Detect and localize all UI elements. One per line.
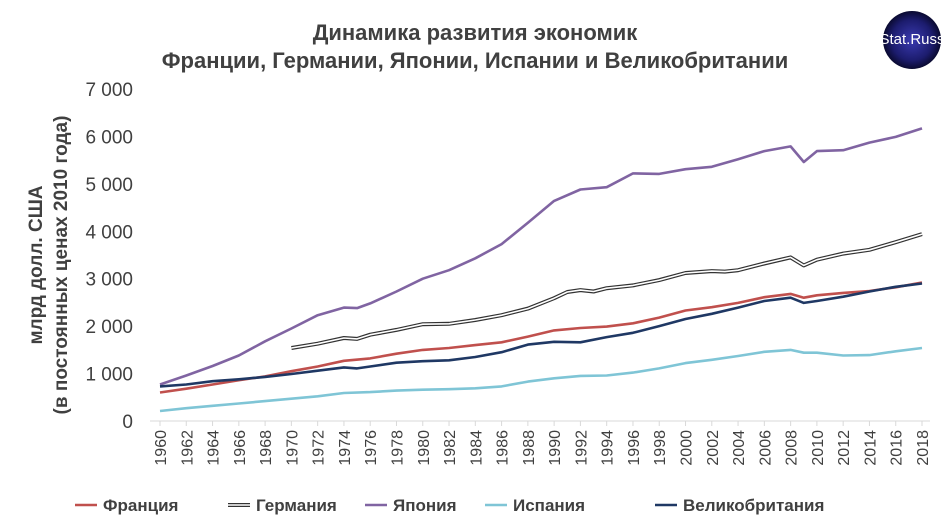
chart-title-line-2: Франции, Германии, Японии, Испании и Вел…	[162, 48, 789, 73]
y-axis-label-line-1: млрд долл. США	[26, 185, 47, 344]
legend-label: Германия	[256, 496, 337, 515]
x-tick-label: 1994	[600, 430, 617, 466]
y-tick-label: 2 000	[85, 317, 133, 338]
stat-russ-logo: Stat.Russ	[879, 11, 945, 69]
legend-label: Япония	[393, 496, 457, 515]
y-axis-ticks: 0 1 000 2 000 3 000 4 000 5 000 6 000 7 000	[85, 80, 133, 433]
y-tick-label: 0	[122, 412, 133, 433]
chart-title-line-1: Динамика развития экономик	[313, 20, 639, 45]
series-line-3	[159, 346, 923, 413]
x-tick-label: 1982	[442, 430, 459, 466]
y-tick-label: 6 000	[85, 127, 133, 148]
logo-globe-icon	[883, 11, 941, 69]
x-tick-label: 2018	[915, 430, 932, 466]
x-tick-label: 1972	[311, 430, 328, 466]
x-tick-label: 1978	[389, 430, 406, 466]
x-tick-label: 1992	[573, 430, 590, 466]
y-axis-label-line-2: (в постоянных ценах 2010 года)	[51, 116, 72, 415]
x-tick-label: 1986	[495, 430, 512, 466]
series-line-4	[159, 282, 923, 388]
y-tick-label: 4 000	[85, 222, 133, 243]
y-tick-label: 3 000	[85, 270, 133, 291]
x-tick-label: 1966	[232, 430, 249, 466]
y-tick-label: 1 000	[85, 365, 133, 386]
series-lines	[159, 127, 923, 413]
x-tick-label: 2002	[705, 430, 722, 466]
series-line-1-inner	[291, 233, 923, 349]
x-tick-label: 2014	[862, 430, 879, 466]
x-tick-label: 1988	[521, 430, 538, 466]
x-tick-label: 2006	[757, 430, 774, 466]
x-tick-label: 1984	[468, 430, 485, 466]
x-tick-label: 2000	[679, 430, 696, 466]
y-axis-label: млрд долл. США (в постоянных ценах 2010 …	[26, 116, 72, 415]
x-tick-label: 1964	[206, 430, 223, 466]
x-tick-label: 1980	[416, 430, 433, 466]
y-tick-label: 7 000	[85, 80, 133, 101]
legend-label: Испания	[513, 496, 585, 515]
x-tick-label: 2004	[731, 430, 748, 466]
x-axis-ticks: 1960 1962 1964 1966 1968 1970 1972 1974 1976 1978…	[153, 421, 932, 466]
x-tick-label: 1970	[284, 430, 301, 466]
x-tick-label: 1976	[363, 430, 380, 466]
legend: Франция Германия Япония Испания Великобритан…	[75, 496, 824, 515]
series-line-1-outer	[291, 232, 923, 350]
x-tick-label: 2008	[784, 430, 801, 466]
x-tick-label: 1998	[652, 430, 669, 466]
x-tick-label: 1968	[258, 430, 275, 466]
x-tick-label: 1996	[626, 430, 643, 466]
x-tick-label: 2010	[810, 430, 827, 466]
x-tick-label: 1960	[153, 430, 170, 466]
x-tick-label: 1962	[179, 430, 196, 466]
logo-text: Stat.Russ	[879, 31, 944, 48]
series-line-0	[159, 281, 923, 394]
y-tick-label: 5 000	[85, 175, 133, 196]
legend-label: Франция	[103, 496, 178, 515]
series-line-2	[159, 127, 923, 386]
x-tick-label: 2012	[836, 430, 853, 466]
x-tick-label: 1974	[337, 430, 354, 466]
legend-label: Великобритания	[683, 496, 824, 515]
x-tick-label: 2016	[889, 430, 906, 466]
x-tick-label: 1990	[547, 430, 564, 466]
